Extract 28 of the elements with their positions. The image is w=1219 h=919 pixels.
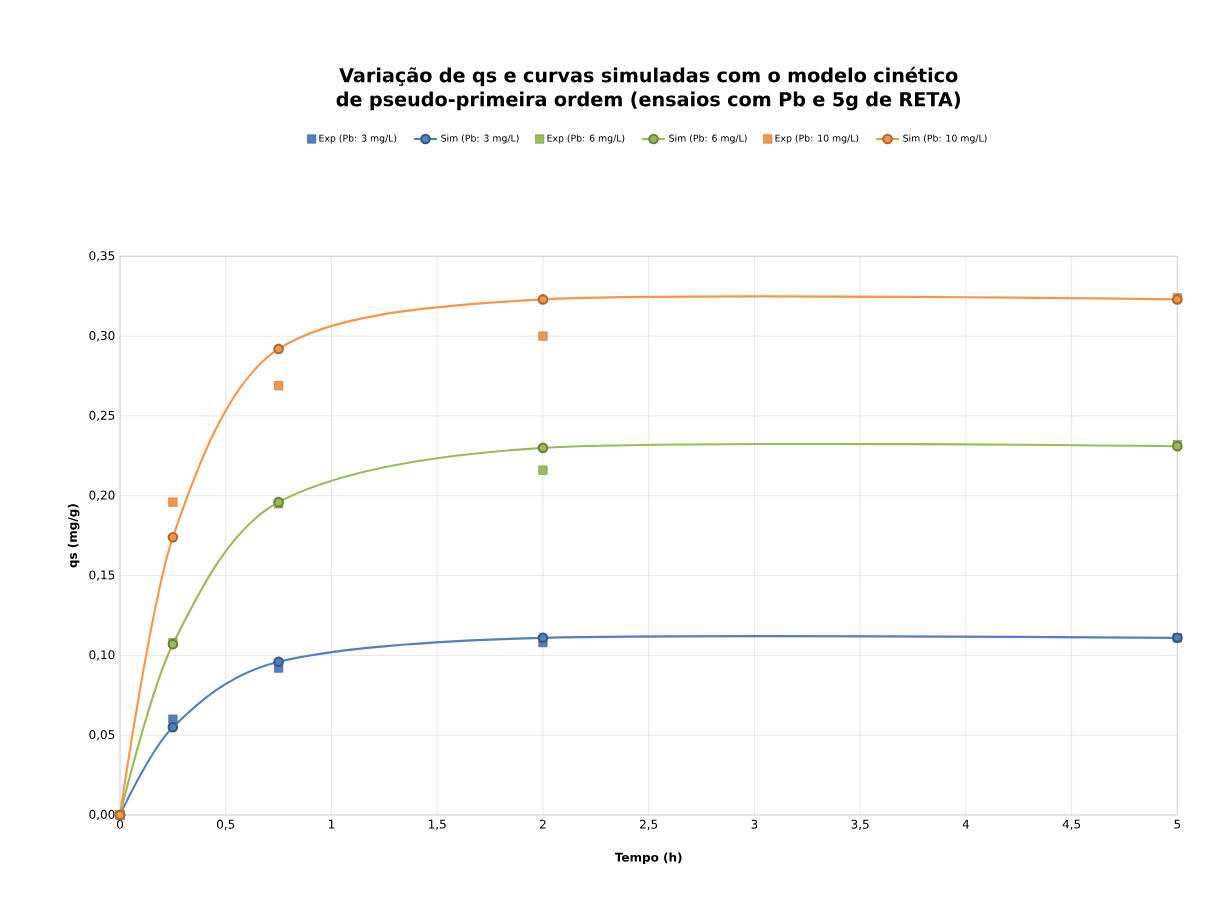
x-tick-label: 5 (1174, 819, 1181, 829)
legend-label: Sim (Pb: 6 mg/L) (669, 134, 747, 144)
legend-label: Sim (Pb: 10 mg/L) (903, 134, 987, 144)
legend-label: Sim (Pb: 3 mg/L) (441, 134, 519, 144)
x-tick-label: 1,5 (428, 819, 446, 830)
y-tick-label: 0,15 (89, 570, 115, 581)
legend-label: Exp (Pb: 6 mg/L) (547, 134, 625, 144)
x-tick-label: 2 (540, 819, 546, 829)
y-tick-label: 0,05 (89, 730, 115, 741)
x-tick-label: 4 (962, 819, 970, 829)
x-tick-label: 3 (751, 819, 758, 829)
x-tick-label: 0,5 (216, 819, 235, 830)
x-tick-label: 0 (116, 819, 124, 829)
chart-title: Variação de qs e curvas simuladas com o modelo cinético de pseudo-primeira ordem (ensaios com Pb e 5g de RETA) (336, 66, 960, 111)
y-tick-label: 0,35 (89, 251, 115, 262)
y-tick-label: 0,30 (89, 330, 115, 342)
x-axis-title: Tempo (h) (614, 852, 682, 865)
y-tick-label: 0,25 (89, 410, 115, 422)
y-tick-label: 0,00 (89, 809, 115, 821)
legend-label: Exp (Pb: 10 mg/L) (775, 134, 859, 144)
y-tick-label: 0,10 (89, 650, 115, 661)
y-axis-title: qs (mg/g) (67, 504, 80, 568)
x-tick-label: 1 (328, 819, 335, 829)
x-tick-label: 2,5 (640, 819, 658, 830)
legend-label: Exp (Pb: 3 mg/L) (319, 134, 397, 144)
y-tick-label: 0,20 (89, 490, 115, 501)
x-tick-label: 4,5 (1062, 819, 1081, 830)
x-tick-label: 3,5 (851, 819, 869, 830)
